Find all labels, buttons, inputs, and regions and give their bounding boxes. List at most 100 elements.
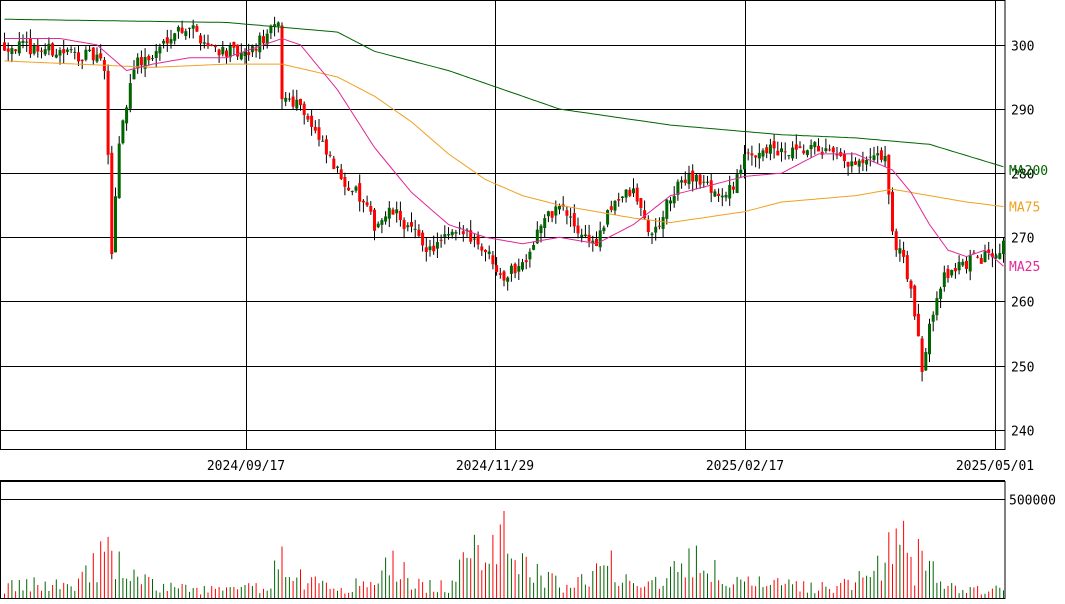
candle-body xyxy=(872,155,876,160)
candle xyxy=(280,22,284,110)
candle xyxy=(598,221,602,252)
candle-body xyxy=(587,234,591,242)
candle-body xyxy=(121,120,125,144)
candle-body xyxy=(994,255,998,259)
price-tick-label: 250 xyxy=(1011,361,1034,376)
candle xyxy=(746,148,750,161)
candle xyxy=(528,248,532,268)
candle xyxy=(654,218,658,241)
candle-body xyxy=(554,206,558,216)
candle xyxy=(139,50,143,74)
candle xyxy=(902,241,906,264)
candle xyxy=(239,43,243,61)
candle-body xyxy=(469,230,473,242)
candle xyxy=(850,152,854,173)
candle-body xyxy=(95,54,99,62)
candle-body xyxy=(813,142,817,148)
candle xyxy=(487,245,491,260)
candle-body xyxy=(336,166,339,168)
candle-body xyxy=(58,50,62,56)
candle-body xyxy=(77,52,80,62)
candle xyxy=(776,141,780,156)
candle xyxy=(302,101,306,125)
candle-body xyxy=(772,141,776,149)
candle-body xyxy=(380,220,384,225)
candle-body xyxy=(291,96,295,107)
candle xyxy=(698,172,702,189)
candle-body xyxy=(476,235,480,245)
candle-body xyxy=(295,99,299,109)
candle-body xyxy=(480,246,484,251)
candle-body xyxy=(317,127,321,140)
candle-body xyxy=(273,24,277,27)
candle-body xyxy=(106,70,110,155)
candle-body xyxy=(576,225,580,234)
candle xyxy=(336,165,339,173)
candle-body xyxy=(184,31,188,37)
candle xyxy=(102,56,106,80)
candle xyxy=(924,347,928,371)
candle-body xyxy=(891,191,894,232)
candle xyxy=(572,204,576,233)
candle-body xyxy=(976,256,980,258)
candle xyxy=(472,233,476,248)
candle xyxy=(506,276,510,291)
candle xyxy=(421,230,425,252)
candle xyxy=(324,135,328,164)
candle xyxy=(957,255,961,275)
candle-body xyxy=(669,200,672,204)
candle xyxy=(735,169,739,194)
candle-body xyxy=(683,179,687,183)
candle-body xyxy=(391,209,395,215)
candle-body xyxy=(147,55,151,61)
candle xyxy=(439,234,443,248)
candle xyxy=(961,258,965,267)
candle-body xyxy=(546,211,550,217)
candle-body xyxy=(21,40,25,43)
candle xyxy=(36,38,40,58)
candle xyxy=(768,138,772,161)
grid-lines xyxy=(0,0,1005,500)
candle-body xyxy=(850,161,854,167)
candle xyxy=(928,318,931,363)
candle xyxy=(106,64,110,165)
candle-body xyxy=(961,261,965,266)
candle-body xyxy=(635,187,639,202)
candle-body xyxy=(62,49,66,54)
candle xyxy=(524,254,528,270)
candle xyxy=(780,142,783,162)
candle-body xyxy=(276,22,280,27)
candle-body xyxy=(491,255,495,265)
candle-body xyxy=(765,147,769,154)
candle xyxy=(454,229,458,241)
candle-body xyxy=(780,148,783,153)
candle-body xyxy=(535,229,539,244)
candle-body xyxy=(114,196,117,253)
candle-body xyxy=(913,285,917,317)
candle xyxy=(228,42,232,63)
candle-body xyxy=(731,186,735,190)
candle-body xyxy=(206,43,210,47)
candle-body xyxy=(787,155,791,157)
candle xyxy=(702,175,706,188)
candle xyxy=(868,148,872,167)
candle-body xyxy=(720,195,724,198)
candle xyxy=(561,196,565,211)
price-tick-label: 240 xyxy=(1011,425,1034,440)
candle-body xyxy=(953,268,957,272)
candle-body xyxy=(125,107,129,124)
candle-body xyxy=(861,159,865,164)
candle xyxy=(384,211,388,225)
candle-body xyxy=(665,199,669,219)
candle-body xyxy=(846,161,850,167)
candle xyxy=(184,28,188,40)
candle xyxy=(817,138,820,152)
candle xyxy=(254,43,258,58)
candle xyxy=(10,45,14,63)
date-tick-label: 2025/02/17 xyxy=(706,459,784,474)
candle-body xyxy=(243,51,247,57)
candle-body xyxy=(920,338,924,372)
candle-body xyxy=(424,247,428,252)
candle-body xyxy=(287,98,291,100)
